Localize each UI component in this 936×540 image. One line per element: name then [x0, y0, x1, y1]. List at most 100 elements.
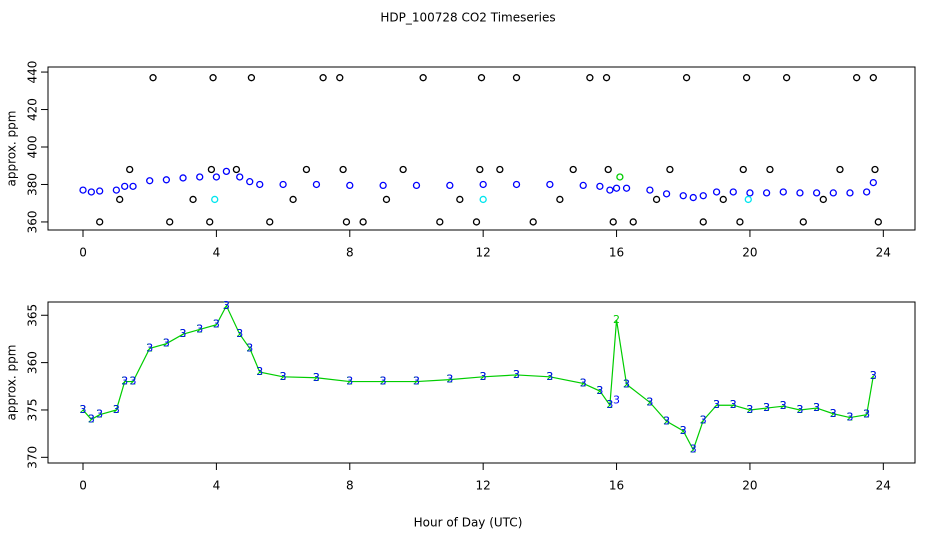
data-glyph: 2: [413, 375, 420, 388]
y-tick-label: 375: [26, 399, 40, 422]
data-glyph: 2: [690, 443, 697, 456]
data-glyph: 2: [113, 403, 120, 416]
data-glyph: 2: [380, 375, 387, 388]
data-glyph: 2: [580, 376, 587, 389]
data-glyph: 3: [446, 373, 453, 386]
data-point: [436, 218, 444, 226]
data-point: [206, 218, 214, 226]
y-tick-label: 440: [26, 61, 40, 84]
data-point: [209, 74, 217, 82]
y-tick-label: 370: [26, 446, 40, 469]
data-glyph: 3: [763, 401, 770, 414]
data-point: [729, 188, 737, 196]
x-tick-label: 12: [476, 479, 491, 493]
data-point: [339, 165, 347, 174]
data-point: [446, 181, 454, 190]
x-tick-label: 4: [213, 479, 221, 493]
data-glyph: 3: [680, 424, 687, 437]
data-point: [799, 218, 807, 226]
data-glyph: 3: [730, 398, 737, 411]
data-glyph: 3: [346, 375, 353, 388]
data-point: [266, 218, 274, 226]
data-glyph: 2: [746, 403, 753, 416]
data-glyph: 2: [313, 371, 320, 384]
data-point: [746, 189, 754, 197]
data-glyph: 2: [713, 398, 720, 411]
x-tick-label: 8: [346, 246, 354, 260]
data-glyph: 2: [130, 375, 137, 388]
data-point: [586, 74, 594, 82]
data-glyph: 3: [413, 375, 420, 388]
data-glyph: 2: [223, 299, 230, 312]
data-point: [146, 177, 154, 185]
data-glyph: 2: [246, 341, 253, 354]
data-point: [79, 186, 87, 194]
data-glyph: 2: [80, 403, 87, 416]
data-point: [846, 189, 854, 197]
x-tick-label: 20: [742, 246, 757, 260]
data-point: [689, 193, 697, 202]
data-point: [646, 186, 654, 194]
data-glyph: 3: [236, 327, 243, 340]
data-glyph: 3: [780, 399, 787, 412]
data-point: [739, 165, 747, 174]
data-point: [836, 165, 844, 174]
data-point: [399, 165, 407, 174]
data-glyph: 2: [213, 318, 220, 331]
y-tick-label: 365: [26, 304, 40, 327]
x-tick-label: 8: [346, 479, 354, 493]
y-tick-label: 360: [26, 351, 40, 374]
data-point: [126, 165, 134, 174]
data-glyph: 2: [646, 395, 653, 408]
data-point: [719, 195, 727, 204]
data-point: [529, 218, 537, 226]
data-point: [512, 180, 521, 189]
data-glyph: 2: [813, 401, 820, 414]
data-point: [336, 74, 344, 82]
data-glyph: 2: [236, 327, 243, 340]
data-glyph: 3: [88, 412, 95, 425]
x-tick-label: 4: [213, 246, 221, 260]
data-point: [762, 189, 771, 197]
data-point: [819, 195, 827, 204]
data-point: [279, 180, 287, 189]
chart-title: HDP_100728 CO2 Timeseries: [380, 11, 555, 25]
data-point: [112, 186, 121, 194]
data-glyph: 3: [846, 411, 853, 424]
data-point: [479, 180, 487, 189]
data-point: [662, 190, 671, 198]
data-point: [196, 173, 204, 181]
data-point: [472, 218, 481, 226]
data-point: [212, 173, 221, 181]
data-glyph: 2: [280, 370, 287, 383]
data-glyph: 3: [223, 299, 230, 312]
data-glyph: 3: [313, 371, 320, 384]
data-glyph: 3: [546, 370, 553, 383]
data-point: [699, 218, 707, 226]
data-point: [596, 182, 604, 190]
x-tick-label: 0: [79, 479, 87, 493]
data-glyph: 2: [846, 411, 853, 424]
data-glyph: 3: [690, 443, 697, 456]
data-point: [246, 178, 254, 186]
data-glyph: 3: [480, 370, 487, 383]
data-point: [512, 74, 521, 82]
data-glyph: 3: [146, 341, 153, 354]
data-point: [116, 195, 124, 204]
data-point: [556, 195, 564, 204]
x-tick-label: 24: [876, 479, 891, 493]
x-tick-label: 12: [476, 246, 491, 260]
data-glyph: 2: [256, 365, 263, 378]
data-point: [629, 218, 637, 226]
data-point: [412, 181, 421, 190]
x-axis-label: Hour of Day (UTC): [414, 516, 523, 530]
data-glyph: 2: [780, 399, 787, 412]
data-point: [207, 165, 216, 174]
data-point: [162, 176, 171, 184]
x-tick-label: 24: [876, 246, 891, 260]
data-point: [679, 192, 687, 200]
data-glyph: 2: [763, 401, 770, 414]
y-tick-label: 400: [26, 136, 40, 159]
data-point: [874, 218, 882, 226]
data-point: [666, 165, 674, 174]
